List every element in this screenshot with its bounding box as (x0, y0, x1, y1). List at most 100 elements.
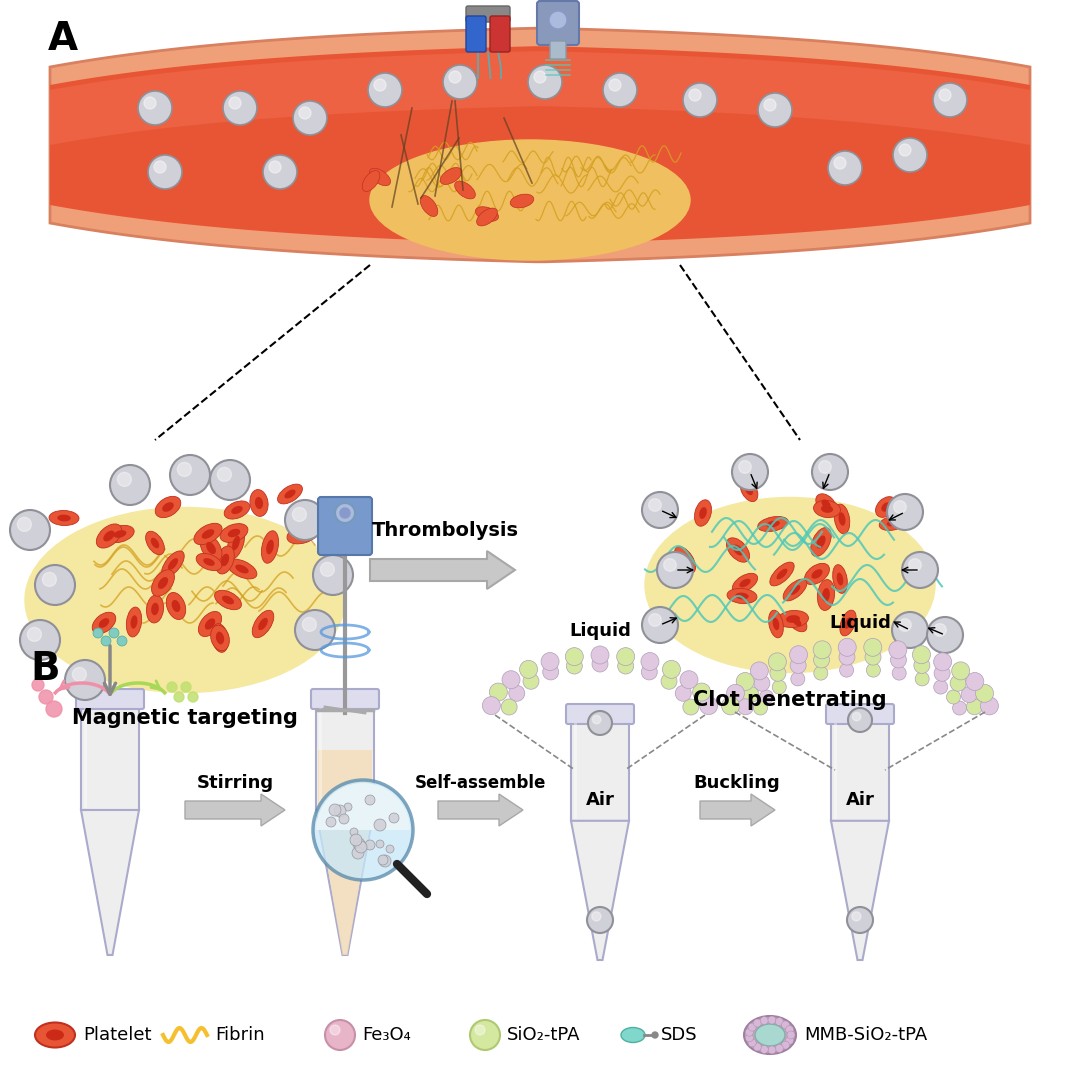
Bar (81, 705, 139, 810)
Circle shape (138, 90, 172, 125)
Circle shape (721, 697, 740, 715)
Ellipse shape (369, 168, 391, 185)
Ellipse shape (815, 493, 836, 514)
Circle shape (264, 155, 297, 188)
Ellipse shape (266, 540, 274, 555)
Circle shape (603, 73, 637, 107)
Circle shape (738, 699, 754, 715)
Ellipse shape (228, 527, 245, 559)
Circle shape (692, 683, 711, 701)
Circle shape (852, 713, 861, 721)
Circle shape (743, 686, 759, 702)
Circle shape (592, 656, 608, 672)
Circle shape (299, 107, 311, 118)
Circle shape (642, 607, 678, 643)
Ellipse shape (278, 485, 302, 504)
Circle shape (389, 813, 399, 823)
Circle shape (934, 624, 946, 637)
Ellipse shape (816, 535, 825, 548)
Ellipse shape (106, 526, 134, 543)
Ellipse shape (215, 590, 242, 610)
Circle shape (374, 819, 386, 831)
Ellipse shape (745, 485, 753, 495)
Ellipse shape (166, 592, 186, 619)
Circle shape (852, 912, 861, 921)
Circle shape (326, 817, 336, 827)
Ellipse shape (25, 507, 345, 693)
Circle shape (915, 672, 929, 686)
Circle shape (892, 612, 928, 648)
Circle shape (640, 653, 659, 671)
Circle shape (889, 641, 907, 659)
Ellipse shape (131, 615, 137, 629)
Ellipse shape (811, 528, 832, 557)
Ellipse shape (732, 573, 757, 592)
Circle shape (754, 1043, 761, 1051)
Circle shape (293, 101, 327, 135)
Ellipse shape (92, 612, 116, 633)
Ellipse shape (822, 588, 829, 602)
Circle shape (652, 1032, 658, 1038)
Circle shape (739, 461, 752, 473)
FancyArrow shape (438, 794, 523, 826)
Ellipse shape (284, 490, 296, 499)
Circle shape (35, 565, 75, 605)
Circle shape (732, 454, 768, 490)
Circle shape (378, 855, 388, 865)
Ellipse shape (744, 1016, 796, 1054)
Ellipse shape (227, 559, 257, 579)
Circle shape (787, 1031, 795, 1039)
Ellipse shape (837, 573, 843, 586)
Ellipse shape (96, 523, 122, 548)
Ellipse shape (172, 600, 180, 612)
Ellipse shape (818, 579, 835, 611)
Ellipse shape (476, 208, 498, 226)
Ellipse shape (370, 140, 690, 260)
Ellipse shape (216, 546, 234, 574)
Circle shape (32, 679, 44, 691)
Circle shape (748, 1039, 756, 1047)
Circle shape (908, 559, 921, 571)
Circle shape (839, 649, 855, 666)
Circle shape (353, 838, 365, 850)
Circle shape (181, 682, 191, 693)
Ellipse shape (261, 531, 279, 563)
Ellipse shape (833, 564, 848, 593)
Ellipse shape (203, 558, 215, 565)
Circle shape (785, 1036, 794, 1045)
Circle shape (663, 559, 676, 571)
Circle shape (933, 83, 967, 117)
Ellipse shape (220, 523, 248, 543)
Circle shape (148, 155, 183, 188)
Ellipse shape (232, 536, 240, 550)
Ellipse shape (113, 530, 126, 537)
Ellipse shape (727, 537, 750, 562)
Ellipse shape (680, 554, 690, 567)
Circle shape (27, 628, 41, 642)
Circle shape (813, 652, 829, 668)
Circle shape (501, 699, 517, 715)
Ellipse shape (151, 603, 159, 615)
Text: Air: Air (846, 791, 875, 809)
Circle shape (772, 680, 786, 694)
Ellipse shape (216, 632, 225, 644)
Ellipse shape (296, 530, 310, 538)
Circle shape (934, 680, 948, 694)
Ellipse shape (158, 577, 168, 589)
Circle shape (890, 652, 906, 668)
Circle shape (649, 499, 661, 512)
Text: Magnetic targeting: Magnetic targeting (72, 708, 298, 728)
Ellipse shape (887, 519, 900, 527)
Ellipse shape (805, 563, 829, 585)
Text: Liquid: Liquid (569, 623, 631, 640)
Ellipse shape (228, 529, 240, 537)
Circle shape (170, 454, 210, 495)
Circle shape (775, 1018, 783, 1025)
Circle shape (386, 845, 394, 853)
Circle shape (565, 647, 583, 666)
Ellipse shape (834, 504, 850, 534)
Circle shape (340, 508, 350, 518)
Circle shape (46, 701, 62, 717)
Ellipse shape (46, 1030, 64, 1040)
Circle shape (975, 684, 994, 702)
